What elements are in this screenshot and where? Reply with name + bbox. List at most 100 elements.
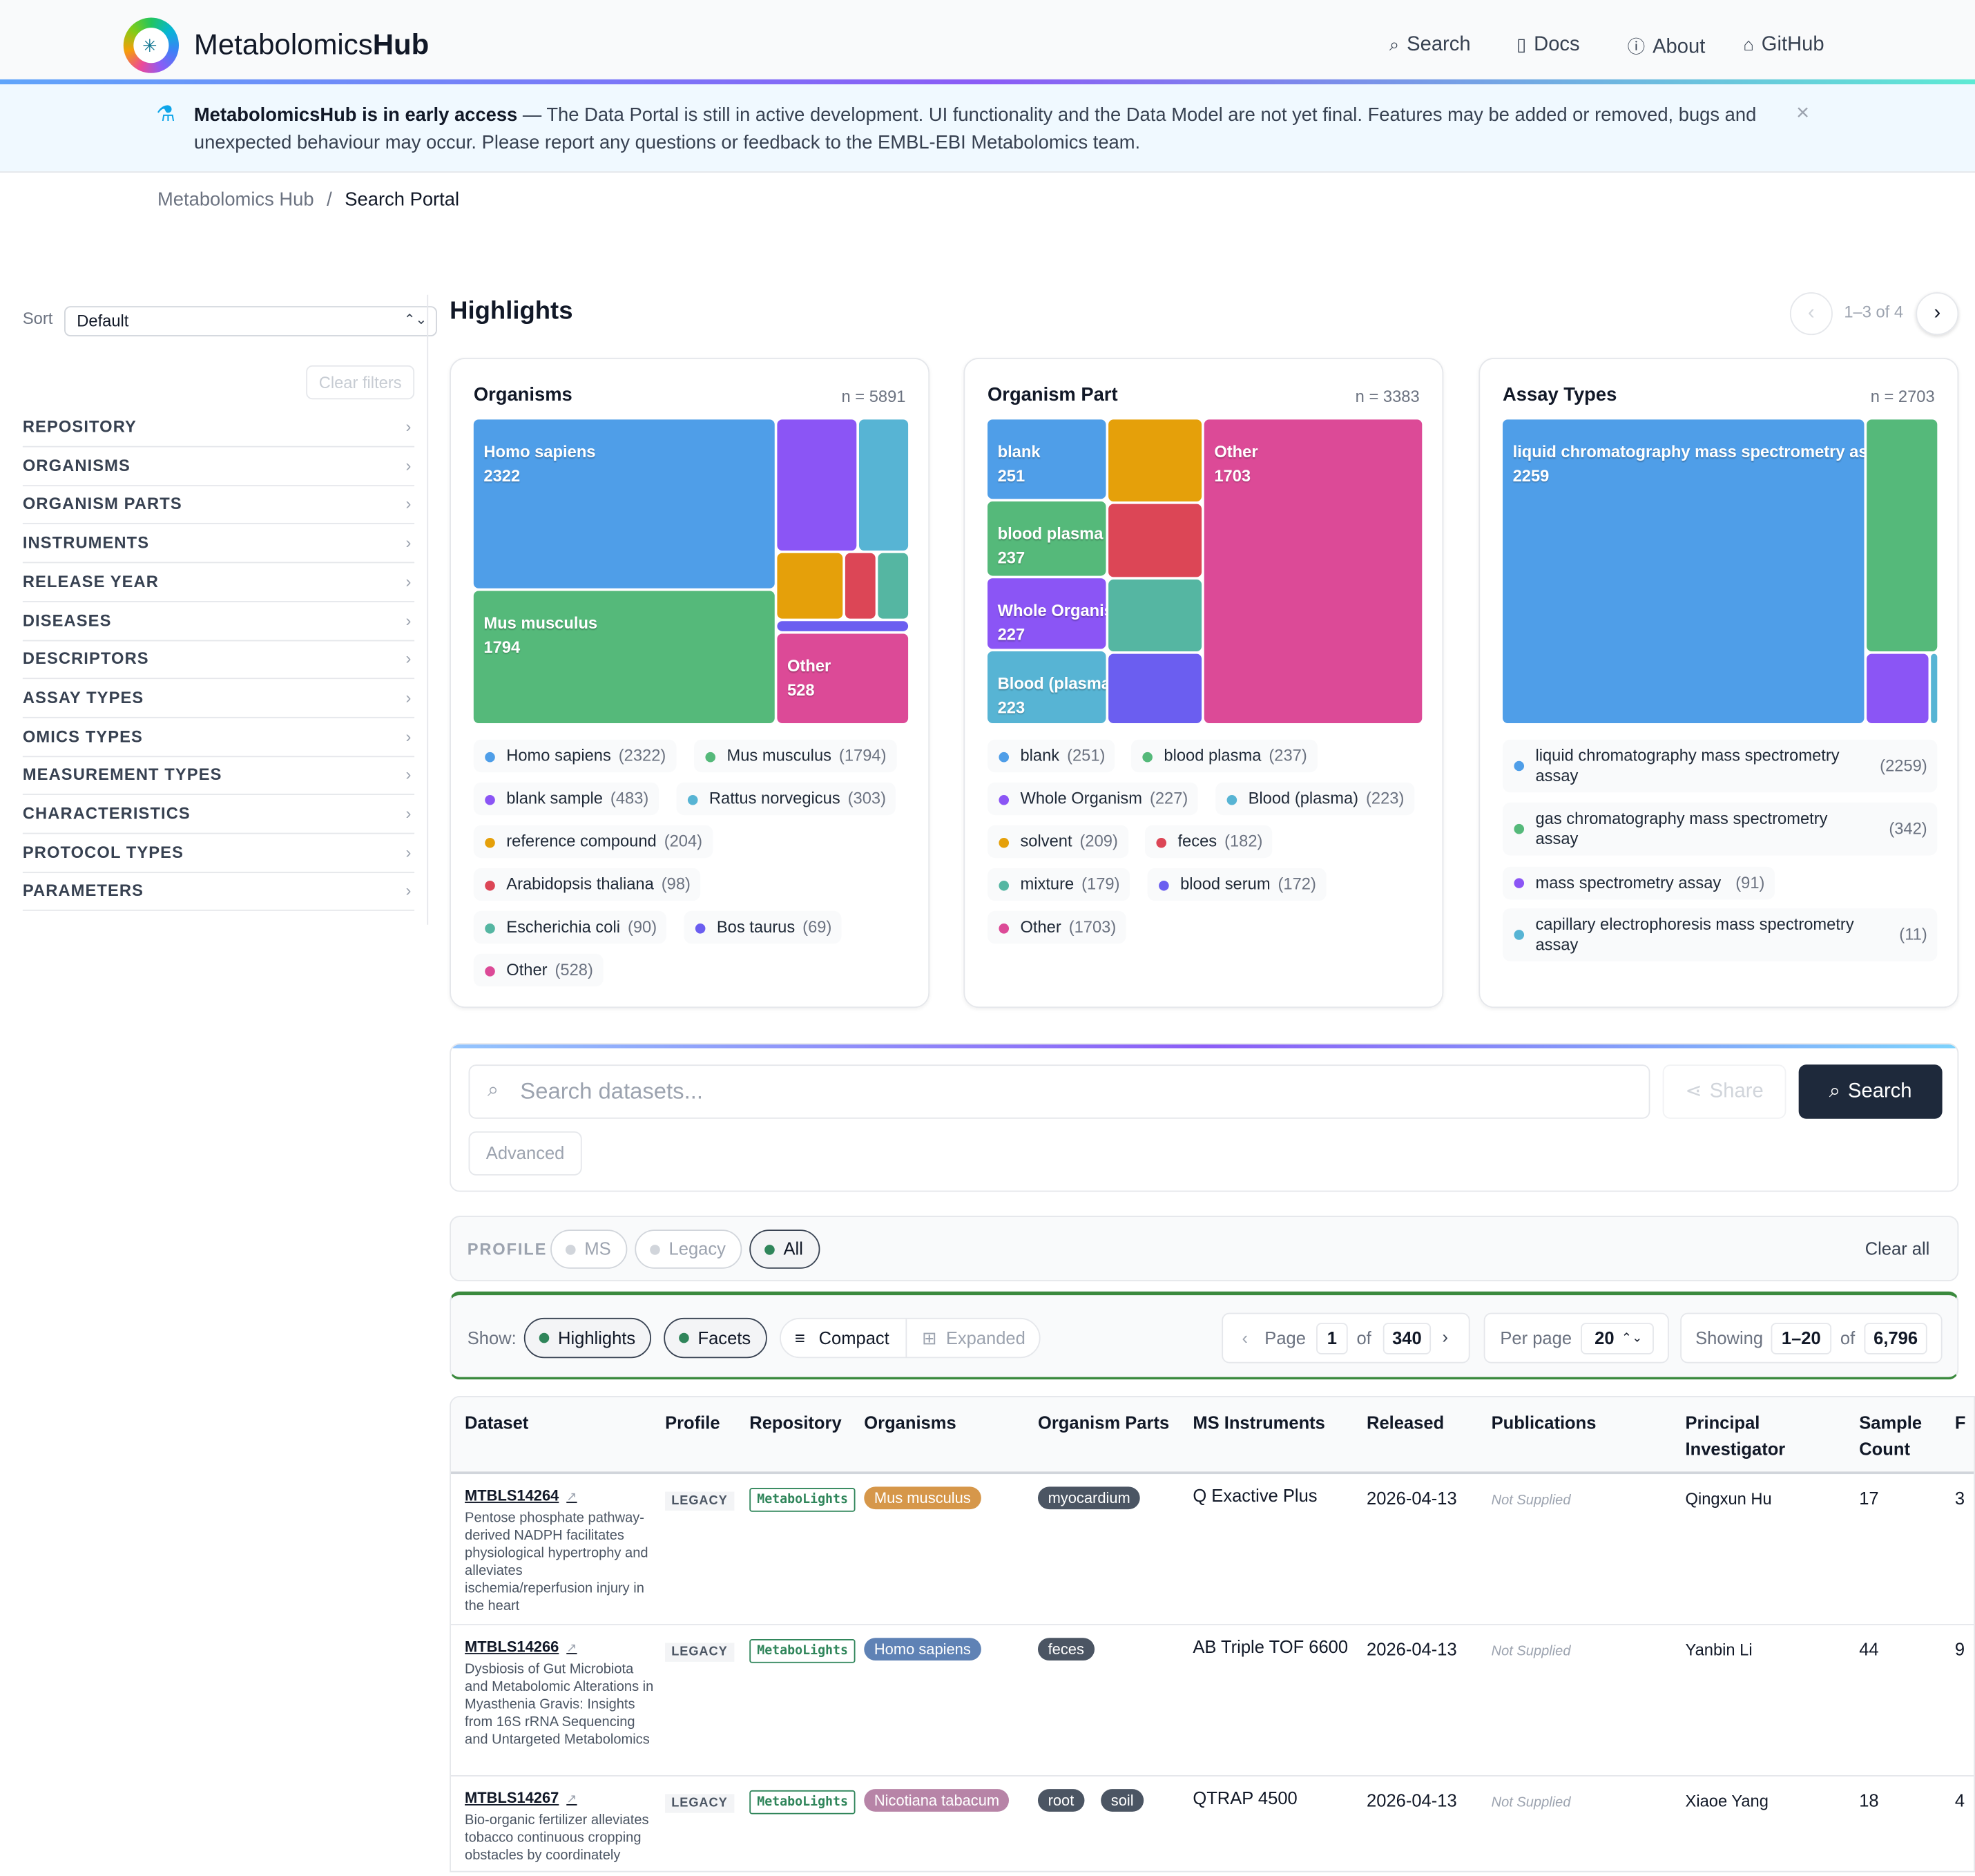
legend-item[interactable]: feces (182) <box>1145 825 1273 859</box>
legend-item[interactable]: blank (251) <box>987 739 1116 773</box>
col-organism-parts[interactable]: Organism Parts <box>1037 1412 1170 1433</box>
organism-part-tag[interactable]: root <box>1037 1789 1084 1812</box>
facet-characteristics[interactable]: CHARACTERISTICS › <box>22 795 415 834</box>
treemap-tile[interactable]: Blood (plasma) 223 <box>987 651 1106 723</box>
nav-about-link[interactable]: ⓘ About <box>1627 36 1706 58</box>
legend-item[interactable]: Other (528) <box>473 953 604 987</box>
table-row[interactable]: MTBLS14267 ↗ Bio-organic fertilizer allevi… <box>451 1777 1974 1871</box>
table-row[interactable]: MTBLS14266 ↗ Dysbiosis of Gut Microbiota a… <box>450 1625 1974 1777</box>
facet-descriptors[interactable]: DESCRIPTORS › <box>22 640 415 680</box>
organism-tag[interactable]: Mus musculus <box>864 1486 981 1510</box>
legend-item[interactable]: Mus musculus (1794) <box>694 739 897 773</box>
facet-organism-parts[interactable]: ORGANISM PARTS › <box>22 486 415 525</box>
organism-part-tag[interactable]: soil <box>1101 1789 1144 1812</box>
organism-part-tag[interactable]: feces <box>1037 1638 1095 1661</box>
share-button[interactable]: ⋖ Share <box>1662 1064 1786 1119</box>
search-input[interactable]: ⌕ Search datasets... <box>468 1064 1650 1119</box>
legend-item[interactable]: liquid chromatography mass spectrometry … <box>1503 739 1938 793</box>
metabolomicshub-logo[interactable]: ✳ <box>123 17 180 73</box>
highlights-toggle[interactable]: Highlights <box>523 1317 652 1359</box>
legend-item[interactable]: blood serum (172) <box>1147 868 1327 901</box>
col-organisms[interactable]: Organisms <box>864 1412 956 1433</box>
legend-item[interactable]: Bos taurus (69) <box>684 910 842 944</box>
treemap-tile[interactable] <box>845 553 876 619</box>
legend-item[interactable]: Blood (plasma) (223) <box>1215 782 1414 816</box>
col-ms-instruments[interactable]: MS Instruments <box>1193 1412 1325 1433</box>
profile-legacy-pill[interactable]: Legacy <box>635 1229 742 1269</box>
treemap-tile[interactable] <box>878 553 909 619</box>
prev-icon[interactable]: ‹ <box>1789 292 1833 336</box>
legend-item[interactable]: Homo sapiens (2322) <box>473 739 676 773</box>
legend-item[interactable]: reference compound (204) <box>473 825 713 859</box>
legend-item[interactable]: Rattus norvegicus (303) <box>676 782 896 816</box>
treemap-tile[interactable] <box>1108 580 1202 652</box>
dataset-id-link[interactable]: MTBLS14266 ↗ <box>465 1638 577 1656</box>
treemap-tile[interactable]: blood plasma 237 <box>987 501 1106 576</box>
profile-all-pill[interactable]: All <box>749 1229 820 1269</box>
per-page-select[interactable]: 20 ⌃⌄ <box>1581 1323 1654 1355</box>
close-icon[interactable]: × <box>1796 99 1810 125</box>
advanced-button[interactable]: Advanced <box>468 1131 582 1176</box>
page-number-input[interactable]: 1 <box>1316 1323 1348 1355</box>
nav-github-link[interactable]: ⌂ GitHub <box>1743 34 1824 56</box>
repository-badge[interactable]: MetaboLights <box>749 1639 856 1663</box>
treemap-tile[interactable] <box>1867 653 1929 723</box>
expanded-view-button[interactable]: ⊞ Expanded <box>908 1319 1041 1357</box>
clear-filters-button[interactable]: Clear filters <box>306 365 415 400</box>
repository-badge[interactable]: MetaboLights <box>749 1488 856 1512</box>
next-icon[interactable]: › <box>1916 292 1959 336</box>
legend-item[interactable]: Arabidopsis thaliana (98) <box>473 868 701 901</box>
search-button[interactable]: ⌕ Search <box>1798 1064 1943 1119</box>
legend-item[interactable]: gas chromatography mass spectrometry ass… <box>1503 802 1938 856</box>
legend-item[interactable]: blank sample (483) <box>473 782 659 816</box>
next-page-icon[interactable]: › <box>1442 1326 1449 1347</box>
sort-select[interactable]: Default ⌃⌄ <box>64 306 437 337</box>
treemap-tile[interactable]: Other 528 <box>777 633 909 723</box>
facet-parameters[interactable]: PARAMETERS › <box>22 872 415 912</box>
col-principal-investigator[interactable]: Principal Investigator <box>1685 1412 1786 1459</box>
profile-ms-pill[interactable]: MS <box>550 1229 628 1269</box>
organism-part-tag[interactable]: myocardium <box>1037 1486 1141 1510</box>
treemap-tile[interactable]: liquid chromatography mass spectrometry … <box>1503 419 1865 723</box>
treemap-tile[interactable] <box>777 553 843 619</box>
facet-release-year[interactable]: RELEASE YEAR › <box>22 563 415 602</box>
treemap-tile[interactable]: blank 251 <box>987 419 1106 499</box>
legend-item[interactable]: blood plasma (237) <box>1130 739 1318 773</box>
legend-item[interactable]: Escherichia coli (90) <box>473 910 667 944</box>
col-dataset[interactable]: Dataset <box>465 1412 529 1433</box>
col-truncated[interactable]: F <box>1954 1412 1966 1433</box>
brand-name[interactable]: MetabolomicsHub <box>193 28 430 61</box>
col-profile[interactable]: Profile <box>665 1412 720 1433</box>
treemap-tile[interactable]: Whole Organism227 <box>987 578 1106 649</box>
dataset-id-link[interactable]: MTBLS14264 ↗ <box>465 1486 577 1504</box>
dataset-id-link[interactable]: MTBLS14267 ↗ <box>465 1789 577 1807</box>
repository-badge[interactable]: MetaboLights <box>749 1790 856 1815</box>
breadcrumb-home-link[interactable]: Metabolomics Hub <box>157 189 314 211</box>
legend-item[interactable]: capillary electrophoresis mass spectrome… <box>1503 908 1938 961</box>
facet-assay-types[interactable]: ASSAY TYPES › <box>22 679 415 718</box>
treemap-tile[interactable] <box>777 419 857 551</box>
treemap-tile[interactable] <box>777 621 909 631</box>
organism-tag[interactable]: Homo sapiens <box>864 1638 981 1661</box>
facet-organisms[interactable]: ORGANISMS › <box>22 447 415 486</box>
table-row[interactable]: MTBLS14264 ↗ Pentose phosphate pathway-der… <box>450 1474 1974 1625</box>
nav-search-link[interactable]: ⌕ Search <box>1389 34 1471 56</box>
facet-instruments[interactable]: INSTRUMENTS › <box>22 524 415 564</box>
facet-repository[interactable]: REPOSITORY › <box>22 408 415 448</box>
legend-item[interactable]: solvent (209) <box>987 825 1128 859</box>
legend-item[interactable]: Other (1703) <box>987 910 1126 944</box>
legend-item[interactable]: mixture (179) <box>987 868 1130 901</box>
col-released[interactable]: Released <box>1367 1412 1445 1433</box>
facets-toggle[interactable]: Facets <box>664 1317 767 1359</box>
facet-diseases[interactable]: DISEASES › <box>22 602 415 641</box>
compact-view-button[interactable]: ≡ Compact <box>781 1319 907 1357</box>
treemap-tile[interactable] <box>1108 653 1202 723</box>
facet-measurement-types[interactable]: MEASUREMENT TYPES › <box>22 756 415 796</box>
treemap-tile[interactable] <box>858 419 909 551</box>
legend-item[interactable]: mass spectrometry assay (91) <box>1503 866 1775 900</box>
prev-page-icon[interactable]: ‹ <box>1242 1328 1248 1348</box>
facet-omics-types[interactable]: OMICS TYPES › <box>22 718 415 757</box>
treemap-tile[interactable]: Homo sapiens 2322 <box>473 419 775 588</box>
legend-item[interactable]: Whole Organism (227) <box>987 782 1198 816</box>
col-publications[interactable]: Publications <box>1491 1412 1597 1433</box>
